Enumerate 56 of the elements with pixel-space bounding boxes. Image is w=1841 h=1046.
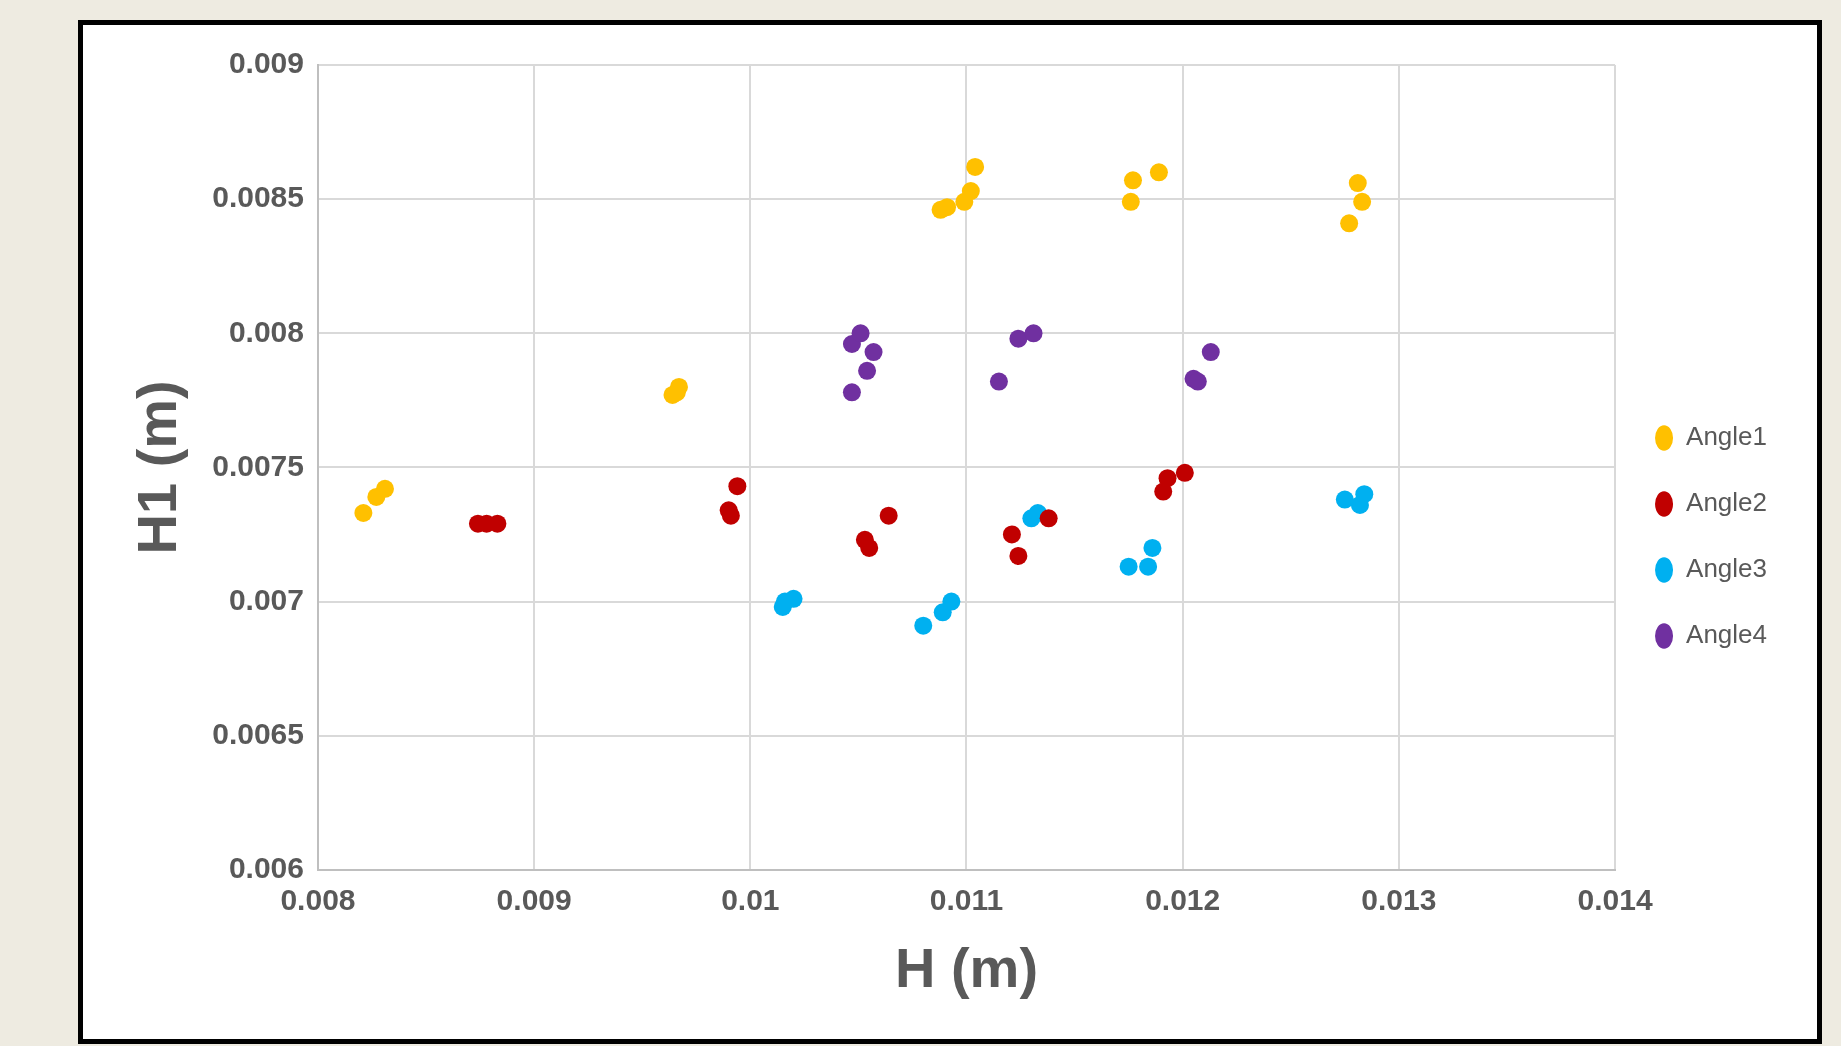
point [1039, 509, 1058, 528]
point [784, 589, 803, 608]
point [728, 477, 747, 496]
point [1340, 214, 1359, 233]
x-tick-label: 0.009 [496, 883, 572, 917]
point [914, 616, 933, 635]
y-tick-label: 0.0065 [212, 716, 304, 750]
point [1158, 469, 1177, 488]
y-tick-label: 0.0075 [212, 448, 304, 482]
point [667, 383, 686, 402]
point [1175, 463, 1194, 482]
point [1024, 324, 1043, 343]
point [860, 538, 879, 557]
point [961, 182, 980, 201]
point [864, 343, 883, 362]
point [1123, 171, 1142, 190]
y-tick-label: 0.006 [228, 851, 304, 885]
point [1139, 557, 1158, 576]
point [354, 504, 373, 523]
point [989, 372, 1008, 391]
point [1009, 546, 1028, 565]
point [851, 324, 870, 343]
y-tick-label: 0.0085 [212, 180, 304, 214]
x-tick-label: 0.011 [929, 883, 1004, 917]
point [1009, 329, 1028, 348]
x-tick-label: 0.012 [1145, 883, 1221, 917]
point [1149, 163, 1168, 182]
legend-label: Angle3 [1686, 553, 1768, 584]
y-tick-label: 0.009 [228, 46, 304, 80]
legend-label: Angle1 [1686, 421, 1768, 452]
point [1002, 525, 1021, 544]
point [842, 383, 861, 402]
point [938, 198, 957, 217]
point [858, 361, 877, 380]
point [1355, 485, 1374, 504]
point [1348, 174, 1367, 193]
x-tick-label: 0.008 [280, 883, 356, 917]
y-tick-label: 0.007 [228, 582, 304, 616]
legend-label: Angle2 [1686, 487, 1768, 518]
point [1121, 192, 1140, 211]
point [966, 157, 985, 176]
point [375, 479, 394, 498]
y-axis-title: H1 (m) [125, 380, 189, 555]
point [1119, 557, 1138, 576]
point [1353, 192, 1372, 211]
x-tick-label: 0.01 [721, 883, 780, 917]
point [1143, 538, 1162, 557]
x-axis-title: H (m) [894, 935, 1039, 999]
point [1201, 343, 1220, 362]
y-tick-label: 0.008 [228, 314, 304, 348]
point [1335, 490, 1354, 509]
legend-label: Angle4 [1686, 619, 1768, 650]
x-tick-label: 0.013 [1361, 883, 1437, 917]
point [942, 592, 961, 611]
x-tick-label: 0.014 [1577, 883, 1653, 917]
point [879, 506, 898, 525]
